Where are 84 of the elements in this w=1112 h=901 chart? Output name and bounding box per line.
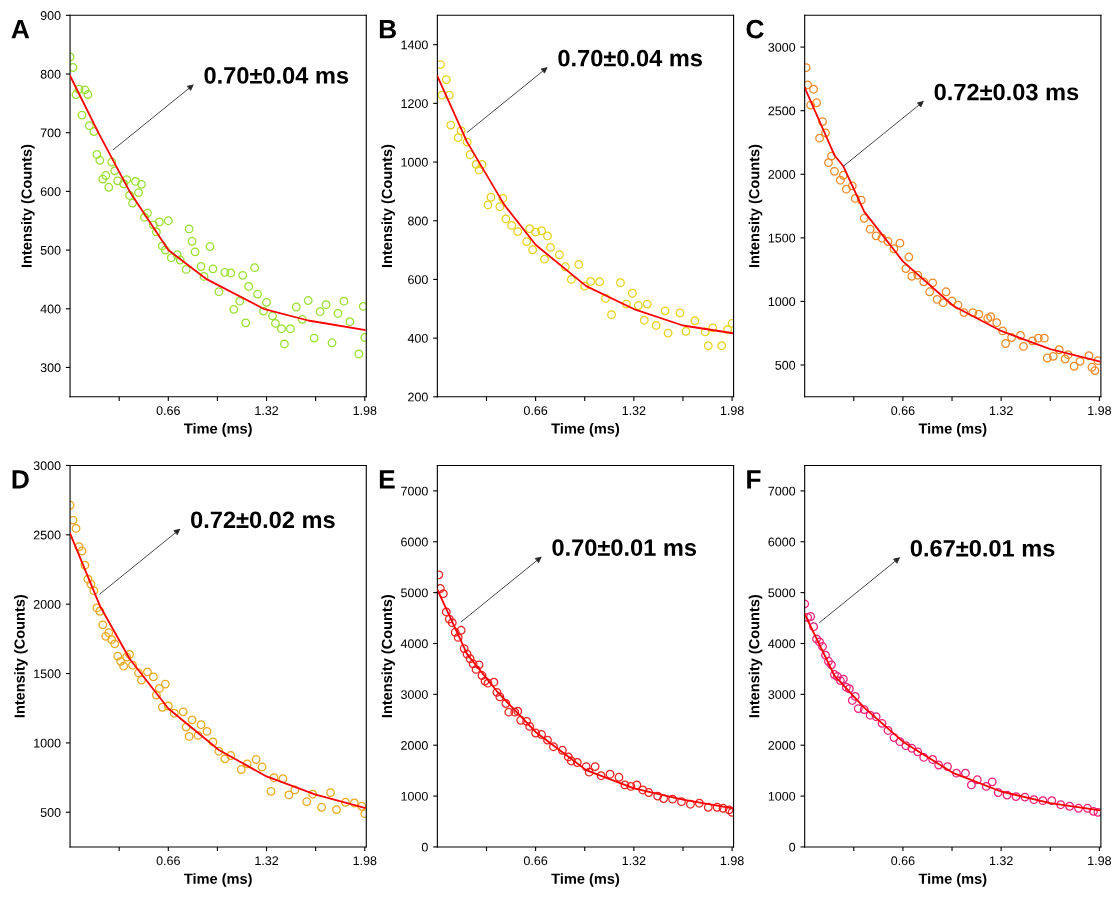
- y-tick-label: 5000: [768, 588, 796, 598]
- y-tick-label: 800: [40, 69, 61, 79]
- x-tick-label: 1.98: [1088, 406, 1112, 415]
- y-tick-label: 7000: [768, 486, 796, 496]
- x-tick-label: 0.66: [156, 856, 180, 866]
- y-tick-label: 2000: [33, 599, 61, 609]
- x-tick-label: 1.32: [255, 856, 279, 866]
- annotation: 0.72±0.03 ms: [934, 83, 1079, 101]
- x-axis-title: Time (ms): [918, 873, 987, 887]
- chart-title: C: [746, 19, 764, 39]
- annotation: 0.70±0.04 ms: [204, 67, 349, 84]
- y-tick-label: 2500: [768, 106, 796, 116]
- y-tick-label: 500: [40, 245, 61, 255]
- y-axis-title: Intensity (Counts): [748, 594, 763, 718]
- y-tick-label: 5000: [401, 588, 428, 598]
- x-tick-label: 1.98: [720, 406, 744, 415]
- x-tick-label: 0.66: [156, 406, 180, 415]
- chart-title: B: [379, 20, 396, 39]
- x-tick-label: 1.98: [353, 856, 377, 866]
- annotation: 0.67±0.01 ms: [910, 539, 1055, 557]
- y-tick-label: 800: [408, 216, 428, 226]
- y-axis-title: Intensity (Counts): [21, 144, 35, 268]
- y-tick-label: 1500: [768, 233, 796, 243]
- chart-title: A: [11, 20, 30, 39]
- y-axis-title: Intensity (Counts): [381, 144, 395, 268]
- y-tick-label: 2000: [768, 170, 796, 179]
- y-tick-label: 2000: [401, 741, 428, 750]
- x-tick-label: 1.32: [989, 856, 1013, 866]
- annotation: 0.70±0.04 ms: [558, 49, 702, 67]
- y-tick-label: 700: [40, 128, 61, 138]
- annotation: 0.70±0.01 ms: [552, 539, 697, 556]
- x-tick-label: 0.66: [523, 406, 548, 415]
- chart-title: E: [379, 470, 395, 489]
- y-tick-label: 1000: [401, 791, 428, 801]
- x-axis-title: Time (ms): [551, 423, 620, 437]
- y-tick-label: 600: [40, 187, 61, 197]
- x-tick-label: 0.66: [891, 406, 915, 415]
- y-axis-title: Intensity (Counts): [381, 594, 395, 718]
- y-tick-label: 2500: [33, 530, 61, 540]
- x-tick-label: 1.32: [622, 406, 646, 415]
- x-tick-label: 1.98: [720, 856, 744, 866]
- y-axis-title: Intensity (Counts): [748, 144, 763, 268]
- y-tick-label: 0: [421, 842, 428, 852]
- y-tick-label: 3000: [33, 461, 61, 471]
- y-tick-label: 0: [789, 842, 796, 852]
- y-tick-label: 7000: [401, 486, 428, 496]
- x-axis-title: Time (ms): [551, 873, 620, 887]
- x-tick-label: 1.98: [1088, 856, 1112, 866]
- y-tick-label: 1000: [401, 157, 428, 167]
- y-tick-label: 1000: [768, 297, 796, 307]
- y-tick-label: 1500: [34, 669, 61, 679]
- y-tick-label: 4000: [400, 639, 428, 649]
- y-tick-label: 6000: [768, 537, 796, 547]
- x-tick-label: 0.66: [891, 856, 915, 866]
- y-tick-label: 300: [40, 363, 61, 373]
- x-tick-label: 0.66: [523, 856, 548, 866]
- y-axis-title: Intensity (Counts): [14, 594, 28, 718]
- y-tick-label: 400: [407, 333, 428, 343]
- x-axis-title: Time (ms): [918, 423, 987, 437]
- y-tick-label: 3000: [768, 690, 796, 699]
- y-tick-label: 1000: [34, 738, 61, 748]
- y-tick-label: 2000: [768, 741, 796, 750]
- y-tick-label: 3000: [401, 690, 428, 699]
- y-tick-label: 1400: [401, 40, 428, 50]
- y-tick-label: 6000: [401, 537, 428, 547]
- y-tick-label: 3000: [768, 42, 796, 52]
- chart-title: D: [12, 470, 29, 489]
- y-tick-label: 500: [775, 360, 796, 370]
- y-tick-label: 600: [408, 275, 428, 285]
- y-tick-label: 1200: [401, 99, 428, 108]
- y-tick-label: 900: [40, 11, 61, 20]
- x-tick-label: 1.32: [622, 856, 646, 866]
- y-tick-label: 200: [408, 392, 428, 402]
- y-tick-label: 1000: [768, 791, 796, 801]
- x-tick-label: 1.32: [989, 406, 1013, 415]
- chart-title: F: [747, 470, 761, 489]
- x-tick-label: 1.98: [353, 406, 377, 415]
- y-tick-label: 4000: [768, 639, 796, 649]
- x-tick-label: 1.32: [255, 406, 279, 415]
- x-axis-title: Time (ms): [184, 423, 252, 437]
- annotation: 0.72±0.02 ms: [191, 511, 335, 529]
- x-axis-title: Time (ms): [184, 873, 252, 887]
- y-tick-label: 400: [40, 304, 61, 314]
- y-tick-label: 500: [40, 808, 61, 817]
